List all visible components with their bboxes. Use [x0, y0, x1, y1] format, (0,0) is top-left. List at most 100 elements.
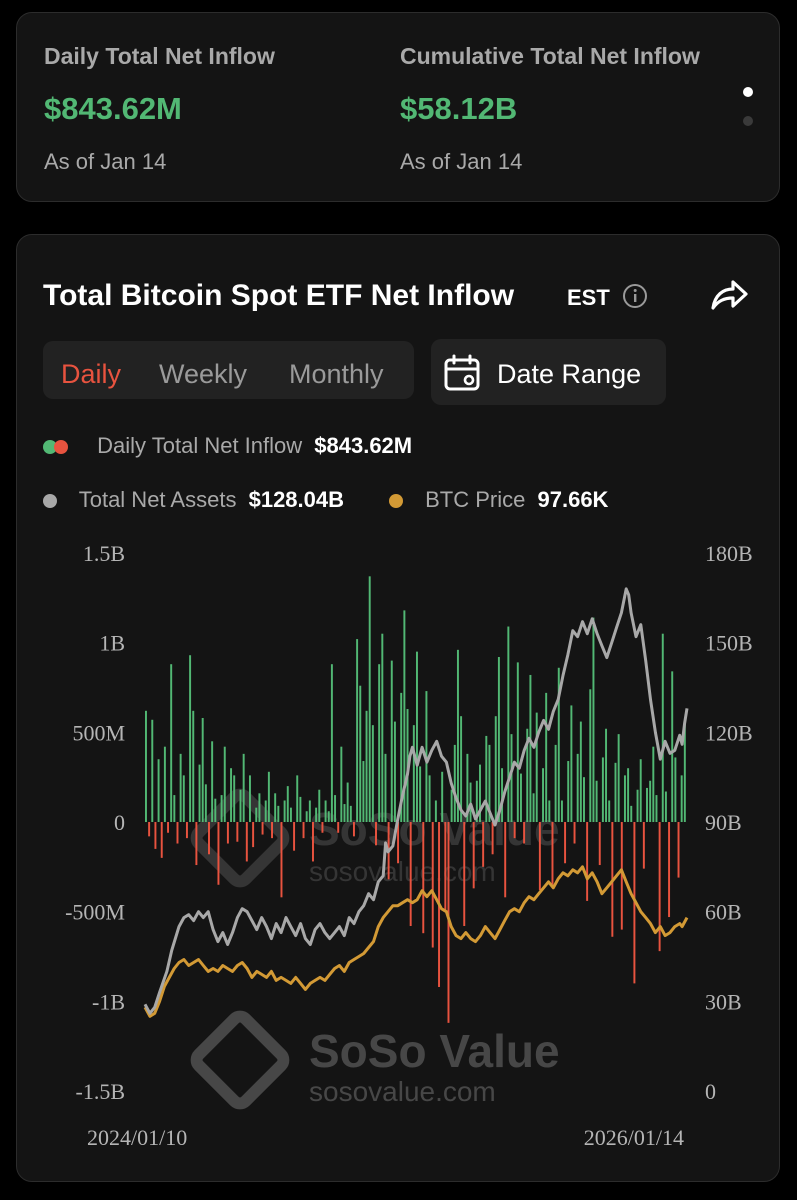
- inflow-bar: [453, 744, 456, 822]
- chart-card: Total Bitcoin Spot ETF Net Inflow EST Da…: [16, 234, 780, 1182]
- inflow-bar: [652, 746, 655, 822]
- inflow-bar: [299, 796, 302, 822]
- inflow-bar: [529, 674, 532, 822]
- inflow-bar: [330, 664, 333, 822]
- inflow-bar: [680, 775, 683, 822]
- inflow-bar: [198, 764, 201, 822]
- inflow-bar: [554, 744, 557, 822]
- chart-plot[interactable]: SoSo Value sosovalue.com SoSo Value soso…: [17, 235, 779, 1181]
- inflow-bar: [208, 822, 210, 855]
- legend-daily-inflow[interactable]: Daily Total Net Inflow $843.62M: [43, 433, 412, 459]
- inflow-bar: [504, 822, 507, 898]
- inflow-bar: [167, 822, 170, 833]
- inflow-bar: [255, 807, 258, 822]
- right-axis-tick: 60B: [705, 900, 742, 925]
- inflow-bar: [664, 791, 667, 822]
- x-axis-end-label: 2026/01/14: [584, 1125, 684, 1150]
- left-axis-tick: 0: [114, 810, 125, 835]
- inflow-bar: [661, 633, 664, 822]
- inflow-bar: [586, 822, 589, 901]
- inflow-bar: [277, 805, 280, 822]
- inflow-bar: [318, 789, 321, 822]
- inflow-bar: [623, 775, 626, 822]
- carousel-dot-inactive[interactable]: [743, 116, 753, 126]
- inflow-bar: [412, 725, 415, 822]
- legend-total-net-assets[interactable]: Total Net Assets $128.04B: [43, 487, 344, 513]
- inflow-bar: [289, 807, 292, 822]
- inflow-bar: [315, 807, 318, 822]
- inflow-bar: [642, 822, 645, 869]
- inflow-bar: [419, 766, 422, 822]
- carousel-dot-active[interactable]: [743, 87, 753, 97]
- inflow-bar: [416, 651, 418, 822]
- inflow-bar: [671, 671, 674, 822]
- daily-net-inflow-date: As of Jan 14: [44, 149, 167, 174]
- date-range-button[interactable]: Date Range: [431, 339, 666, 405]
- legend-btc-price[interactable]: BTC Price 97.66K: [389, 487, 608, 513]
- inflow-bar: [185, 822, 188, 839]
- tab-monthly[interactable]: Monthly: [289, 359, 384, 389]
- inflow-bar: [384, 753, 387, 822]
- inflow-bar: [472, 822, 475, 889]
- inflow-bar: [271, 822, 273, 839]
- inflow-bar: [239, 789, 242, 822]
- inflow-bar: [475, 780, 478, 822]
- inflow-bar: [501, 768, 504, 822]
- inflow-bar: [658, 822, 661, 952]
- inflow-bar: [576, 753, 579, 822]
- inflow-bar: [154, 822, 157, 849]
- share-icon[interactable]: [709, 277, 749, 313]
- watermark-top-url: sosovalue.com: [309, 856, 496, 887]
- inflow-bar: [589, 689, 592, 822]
- left-axis-tick: -1B: [92, 989, 125, 1014]
- inflow-bar: [293, 822, 296, 851]
- inflow-bar: [337, 822, 340, 833]
- inflow-bar: [324, 800, 327, 822]
- left-axis-tick: -500M: [65, 900, 125, 925]
- legend-inflow-swatch: [43, 439, 71, 455]
- watermark-bottom-url: sosovalue.com: [309, 1076, 496, 1107]
- cumulative-net-inflow-date: As of Jan 14: [400, 149, 523, 174]
- right-axis-tick: 0: [705, 1079, 716, 1104]
- timezone-label[interactable]: EST: [567, 285, 610, 310]
- tab-daily[interactable]: Daily: [61, 359, 122, 389]
- inflow-bar: [321, 822, 324, 833]
- inflow-bar: [488, 744, 491, 822]
- inflow-bar: [176, 822, 179, 844]
- total-net-assets-line: [143, 587, 689, 1015]
- inflow-bar: [403, 610, 406, 822]
- daily-net-inflow-label: Daily Total Net Inflow: [44, 43, 275, 69]
- inflow-bar: [343, 804, 346, 822]
- inflow-bar: [381, 633, 384, 822]
- inflow-bar: [655, 795, 658, 822]
- inflow-bar: [378, 664, 381, 822]
- inflow-bar: [349, 805, 352, 822]
- inflow-bar: [494, 716, 497, 822]
- inflow-bar: [312, 822, 314, 862]
- inflow-bar: [431, 822, 434, 948]
- inflow-bar: [617, 734, 620, 822]
- left-axis-tick: -1.5B: [76, 1079, 126, 1104]
- legend-price-swatch: [389, 494, 403, 508]
- legend-assets-swatch: [43, 494, 57, 508]
- tab-weekly[interactable]: Weekly: [159, 359, 248, 389]
- right-axis-tick: 150B: [705, 631, 753, 656]
- legend-price-name: BTC Price: [425, 487, 526, 512]
- inflow-bar: [491, 822, 494, 855]
- inflow-bar: [261, 822, 264, 835]
- inflow-bar: [542, 768, 544, 822]
- inflow-bar: [362, 761, 365, 822]
- inflow-bar: [519, 773, 522, 822]
- inflow-bar: [535, 712, 538, 822]
- info-icon[interactable]: [622, 283, 648, 309]
- inflow-bar: [583, 777, 585, 822]
- cumulative-net-inflow-value: $58.12B: [400, 91, 518, 126]
- inflow-bar: [340, 746, 343, 822]
- inflow-bar: [526, 728, 529, 822]
- inflow-bar: [639, 759, 642, 822]
- inflow-bar: [264, 800, 267, 822]
- inflow-bar: [627, 768, 630, 822]
- summary-card: Daily Total Net Inflow $843.62M As of Ja…: [16, 12, 780, 202]
- inflow-bar: [163, 746, 166, 822]
- inflow-bar: [280, 822, 283, 898]
